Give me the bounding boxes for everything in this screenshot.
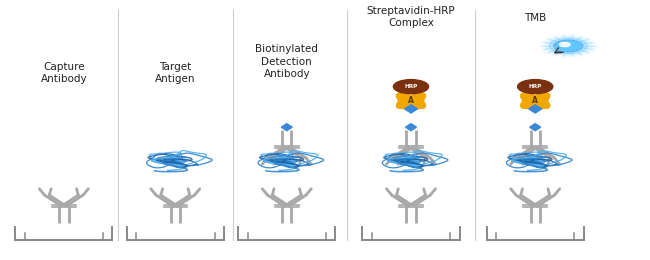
Text: HRP: HRP [404, 84, 417, 89]
Polygon shape [528, 105, 541, 113]
Polygon shape [530, 124, 541, 131]
Text: A: A [408, 96, 414, 105]
Circle shape [556, 41, 580, 51]
Circle shape [560, 42, 570, 47]
Text: A: A [532, 96, 538, 105]
Circle shape [393, 80, 428, 94]
Circle shape [554, 40, 583, 52]
Circle shape [398, 95, 424, 106]
Circle shape [523, 95, 548, 106]
Circle shape [549, 38, 588, 54]
Text: Target
Antigen: Target Antigen [155, 62, 196, 84]
Polygon shape [281, 124, 292, 131]
Text: Biotinylated
Detection
Antibody: Biotinylated Detection Antibody [255, 44, 318, 79]
Polygon shape [404, 105, 417, 113]
Text: Capture
Antibody: Capture Antibody [40, 62, 87, 84]
Circle shape [517, 80, 552, 94]
Circle shape [540, 35, 597, 57]
Text: TMB: TMB [524, 13, 547, 23]
Text: HRP: HRP [528, 84, 542, 89]
Text: Streptavidin-HRP
Complex: Streptavidin-HRP Complex [367, 6, 455, 28]
Polygon shape [406, 124, 417, 131]
Circle shape [545, 37, 592, 55]
